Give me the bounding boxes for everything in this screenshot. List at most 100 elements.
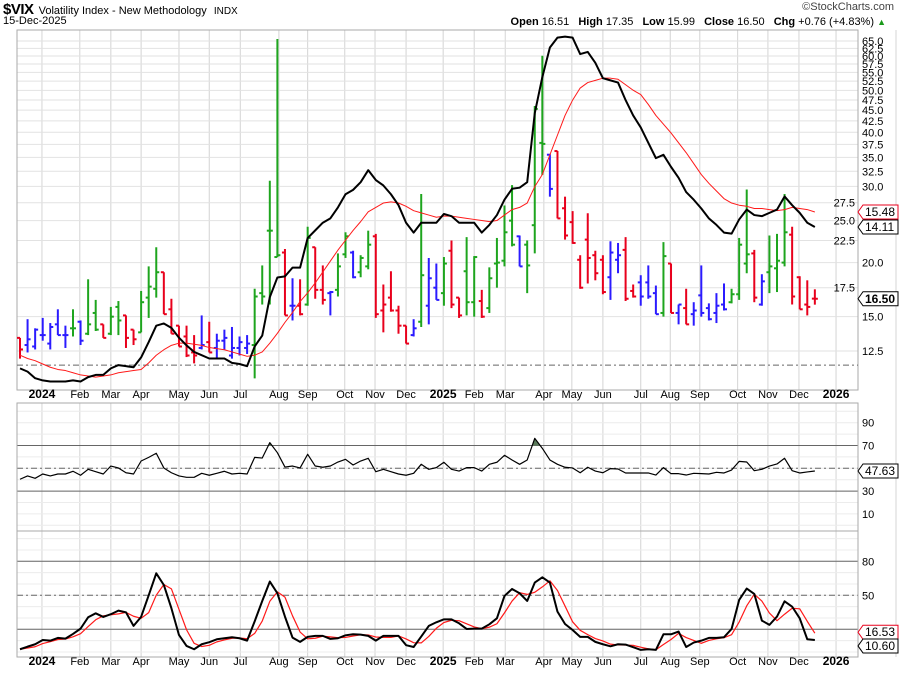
x-axis-label: Mar	[496, 389, 515, 401]
price-bar	[198, 315, 205, 350]
x-axis-label: 2026	[823, 387, 850, 401]
price-bar	[751, 249, 758, 303]
price-bar	[251, 288, 258, 379]
chart-title-row: $VIX Volatility Index - New Methodology …	[3, 1, 238, 18]
price-bar	[54, 309, 61, 337]
price-bar	[100, 323, 107, 339]
stoch-axis-tick: 50	[862, 590, 874, 602]
x-axis-label: Feb	[70, 389, 89, 401]
x-axis-label: Dec	[396, 389, 416, 401]
x-axis-label: Dec	[789, 656, 809, 668]
price-bar	[425, 257, 432, 325]
x-axis-label: Aug	[269, 656, 289, 668]
x-axis-label: Jun	[200, 389, 218, 401]
rsi-axis-tick: 90	[862, 418, 874, 430]
price-bar	[804, 280, 811, 316]
price-bar	[652, 285, 659, 316]
price-bar	[433, 263, 440, 301]
copyright: ©StockCharts.com	[802, 1, 894, 13]
stoch-k-value-tag-text: 10.60	[865, 639, 895, 653]
price-bar	[645, 265, 652, 299]
overlay-red-value-tag: 15.48	[857, 204, 899, 220]
price-bar	[713, 293, 720, 324]
price-bar	[47, 323, 54, 350]
x-axis-label: Aug	[269, 389, 289, 401]
x-axis-label: Apr	[535, 389, 552, 401]
x-axis-label: Sep	[298, 389, 318, 401]
security-name: Volatility Index - New Methodology	[38, 5, 207, 17]
high-value: 17.35	[605, 16, 634, 28]
x-axis-label: 2024	[29, 387, 56, 401]
price-axis-tick: 45.0	[862, 105, 883, 117]
price-bar	[334, 253, 341, 297]
price-bar	[228, 326, 235, 359]
stoch-d-line	[19, 580, 816, 651]
price-axis-tick: 37.5	[862, 139, 883, 151]
price-bar	[122, 314, 129, 348]
price-bar	[160, 271, 167, 316]
price-bar	[478, 289, 485, 318]
price-bar	[297, 279, 304, 316]
x-axis-label: Sep	[298, 656, 318, 668]
price-bar	[781, 194, 788, 267]
price-bar	[524, 240, 531, 294]
overlay-red-value-tag-box	[857, 204, 899, 220]
price-bar	[705, 303, 712, 321]
price-axis-tick: 62.5	[862, 43, 883, 55]
rsi-value-tag-text: 47.63	[865, 464, 895, 478]
price-bar	[312, 246, 319, 299]
rsi-line	[19, 437, 815, 480]
close-value: 16.50	[737, 16, 765, 28]
price-bar	[811, 289, 818, 305]
x-axis-label: 2025	[430, 654, 457, 668]
last-price-tag: 16.50	[857, 291, 899, 307]
price-bar	[418, 194, 425, 327]
price-bar	[342, 232, 349, 258]
x-axis-label: Jun	[200, 656, 218, 668]
price-bar	[471, 256, 478, 317]
price-axis-tick: 25.0	[834, 216, 855, 228]
x-axis-label: 2024	[29, 654, 56, 668]
price-bar	[630, 284, 637, 298]
price-bar	[796, 276, 803, 311]
x-axis-label: Oct	[729, 389, 746, 401]
symbol: $VIX	[3, 1, 34, 18]
price-bar	[493, 237, 500, 288]
overlay-red-value-tag-text: 15.48	[865, 205, 895, 219]
overlay-black-value-tag-text: 14.11	[865, 220, 894, 234]
price-bar	[516, 235, 523, 268]
panel-frame	[16, 29, 859, 391]
price-bar	[789, 226, 796, 305]
price-bar	[766, 235, 773, 294]
price-bar	[266, 180, 273, 305]
x-axis-label: Feb	[70, 656, 89, 668]
price-bar	[107, 306, 114, 336]
high-label: High	[578, 16, 603, 28]
rsi-value-tag-box	[857, 463, 899, 479]
price-axis-tick: 12.5	[862, 346, 883, 358]
price-bar	[774, 233, 780, 293]
price-axis-tick: 50.0	[862, 85, 883, 97]
price-bar	[17, 336, 23, 359]
price-bar	[69, 309, 76, 337]
price-bar	[675, 303, 682, 325]
x-axis-label: Mar	[101, 656, 120, 668]
x-axis-label: Nov	[365, 389, 385, 401]
x-axis-label: Sep	[690, 656, 710, 668]
price-bar	[410, 319, 417, 337]
price-bar	[85, 279, 92, 336]
price-bar	[32, 328, 39, 350]
x-axis-label: Dec	[396, 656, 416, 668]
price-bar	[546, 153, 553, 197]
x-axis-label: 2025	[430, 387, 457, 401]
price-bar	[592, 250, 599, 281]
price-bar	[24, 319, 31, 353]
exchange: INDX	[213, 6, 238, 17]
price-bar	[569, 211, 576, 244]
price-bar	[736, 237, 743, 300]
price-axis-tick: 57.5	[862, 59, 883, 71]
price-axis-tick: 30.0	[862, 181, 883, 193]
x-axis-label: Jul	[233, 656, 247, 668]
price-bar	[145, 266, 152, 318]
x-axis-label: Mar	[101, 389, 120, 401]
